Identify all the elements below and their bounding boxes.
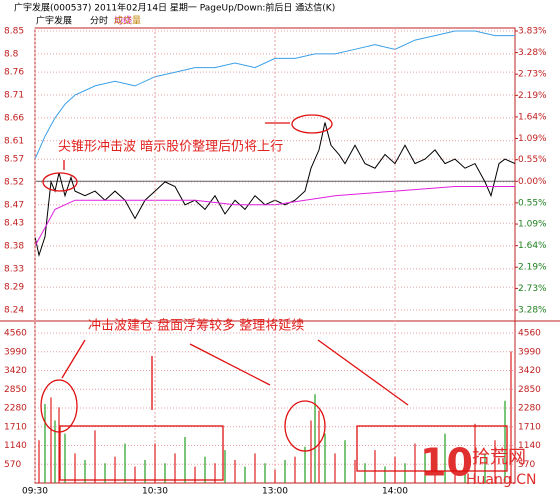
- y2-tick-label: 2.73%: [518, 70, 547, 80]
- y-tick-label: 8.76: [4, 68, 24, 78]
- y-tick-label: 8.43: [4, 219, 24, 229]
- y-tick-label: 8.61: [4, 136, 24, 146]
- annotation: 冲击波建仓 盘面浮筹较多 整理将延续: [88, 318, 304, 334]
- y-tick-label: 8.66: [4, 113, 24, 123]
- y-tick-label: 2850: [4, 385, 27, 395]
- y-tick-label: 8.47: [4, 200, 24, 210]
- y2-tick-label: 1.09%: [518, 134, 547, 144]
- y-tick-label: 4560: [4, 329, 27, 339]
- arrow: [189, 343, 271, 386]
- y-tick-label: 4560: [518, 329, 541, 339]
- y-tick-label: 3990: [4, 347, 27, 357]
- legend-entry: 分时: [90, 15, 108, 27]
- y2-tick-label: 2.73%: [518, 284, 547, 294]
- y2-tick-label: 2.19%: [518, 91, 547, 101]
- circle: [42, 172, 78, 192]
- y-tick-label: 570: [4, 460, 21, 470]
- y-tick-label: 1140: [518, 441, 541, 451]
- y-tick-label: 2280: [4, 404, 27, 414]
- y2-tick-label: 3.28%: [518, 48, 547, 58]
- y2-tick-label: 1.64%: [518, 112, 547, 122]
- watermark-site: 拾荒网: [472, 447, 526, 468]
- x-tick-label: 13:00: [262, 487, 288, 497]
- y-tick-label: 3420: [4, 366, 27, 376]
- y-tick-label: 8.33: [4, 264, 24, 274]
- price-line: [34, 186, 515, 247]
- y2-tick-label: 3.28%: [518, 306, 547, 316]
- y-tick-label: 8.24: [4, 306, 24, 316]
- x-tick-label: 14:00: [382, 487, 408, 497]
- circle: [284, 400, 326, 452]
- arrow: [317, 339, 409, 406]
- y-tick-label: 2850: [518, 385, 541, 395]
- legend-entry: 成交量: [114, 15, 141, 27]
- circle: [291, 114, 333, 134]
- price-line: [34, 122, 516, 257]
- y-tick-label: 8.57: [4, 155, 24, 165]
- y2-tick-label: 3.83%: [518, 27, 547, 37]
- watermark-url: Huang.CN: [466, 472, 536, 488]
- y2-tick-label: 0.55%: [518, 155, 547, 165]
- y-tick-label: 1140: [4, 441, 27, 451]
- y-tick-label: 8.71: [4, 91, 24, 101]
- y-tick-label: 2280: [518, 404, 541, 414]
- y-tick-label: 3420: [518, 366, 541, 376]
- chart-title: 广宇发展(000537) 2011年02月14日 星期一 PageUp/Down…: [14, 2, 335, 14]
- markup-shapes: [40, 114, 508, 481]
- y-tick-label: 1710: [518, 422, 541, 432]
- y-tick-label: 8.29: [4, 283, 24, 293]
- watermark: 10 拾荒网 Huang.CN: [420, 441, 536, 489]
- watermark-logo: 10: [420, 441, 473, 485]
- y2-tick-label: 2.19%: [518, 263, 547, 273]
- annotation: 尖锥形冲击波 暗示股价整理后仍将上行: [58, 140, 283, 155]
- arrow: [61, 339, 86, 379]
- y-tick-label: 8.85: [4, 27, 24, 37]
- header-bar: [0, 0, 560, 14]
- legend-entry: 均线: [114, 15, 132, 27]
- y-tick-label: 8.52: [4, 177, 24, 187]
- x-tick-label: 10:30: [142, 487, 168, 497]
- y-tick-label: 3990: [518, 347, 541, 357]
- circle: [40, 379, 78, 433]
- box: [59, 425, 224, 481]
- y2-tick-label: 1.09%: [518, 220, 547, 230]
- y-tick-label: 570: [518, 460, 535, 470]
- y-tick-label: 8.38: [4, 241, 24, 251]
- y2-tick-label: 1.64%: [518, 241, 547, 251]
- y2-tick-label: 0.00%: [518, 177, 547, 187]
- x-tick-label: 09:30: [22, 487, 48, 497]
- y-tick-label: 8.8: [4, 49, 19, 59]
- price-line: [34, 30, 515, 160]
- legend-stock: 广宇发展: [36, 15, 72, 27]
- y-tick-label: 1710: [4, 422, 27, 432]
- y2-tick-label: 0.55%: [518, 198, 547, 208]
- box: [356, 425, 508, 472]
